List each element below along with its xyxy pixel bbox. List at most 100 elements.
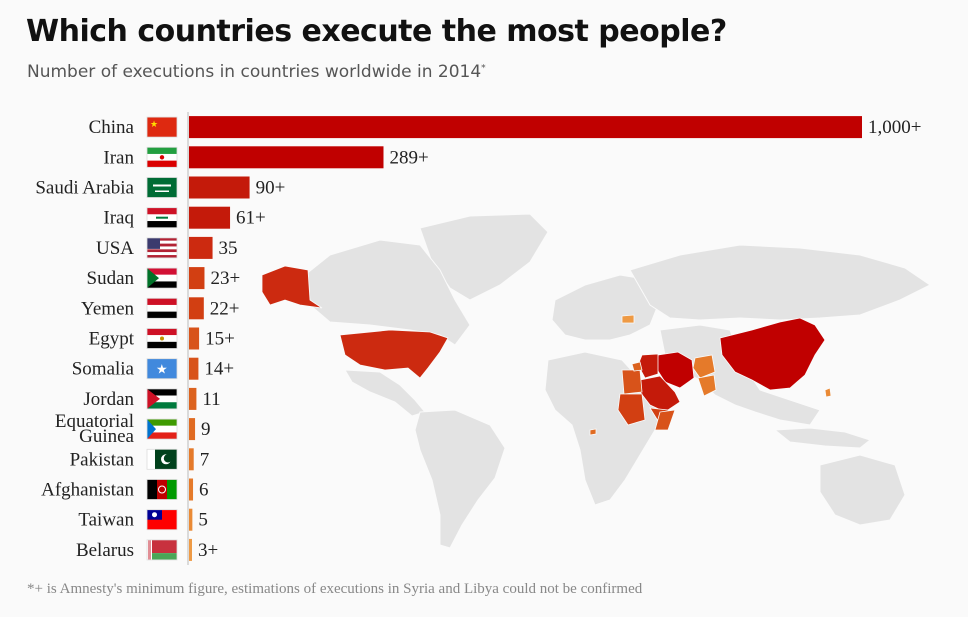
- bar-row: Yemen 22+: [81, 297, 240, 320]
- somalia-flag: ★: [146, 358, 178, 380]
- world-map: [304, 213, 931, 549]
- category-label: Pakistan: [70, 449, 135, 470]
- map-south-america: [414, 409, 506, 549]
- egypt-flag: [146, 328, 178, 349]
- map-usa: [339, 329, 449, 379]
- bar-row: Somalia ★ 14+: [72, 357, 234, 380]
- chart-subtitle: Number of executions in countries worldw…: [27, 62, 486, 82]
- bar: [189, 297, 204, 320]
- value-label: 11: [202, 389, 220, 410]
- map-jordan: [631, 361, 643, 372]
- map-equatorial-guinea: [589, 428, 597, 436]
- svg-text:★: ★: [150, 119, 158, 129]
- bar: [189, 146, 384, 169]
- taiwan-flag: [146, 509, 178, 531]
- bar: [189, 236, 213, 259]
- bar: [189, 478, 194, 501]
- bar: [189, 418, 196, 441]
- map-central-america: [344, 369, 426, 417]
- value-label: 9: [201, 419, 211, 440]
- value-label: 35: [219, 238, 238, 259]
- value-label: 15+: [205, 329, 235, 350]
- bar: [189, 357, 199, 380]
- value-label: 90+: [256, 178, 286, 199]
- bar: [189, 176, 250, 199]
- bar-row: Equatorial Guinea 9: [55, 411, 211, 447]
- map-belarus: [621, 314, 635, 324]
- map-australia: [819, 454, 906, 526]
- category-label: Equatorial Guinea: [55, 411, 135, 447]
- china-flag: ★: [146, 116, 178, 138]
- bar-row: Sudan 23+: [87, 267, 240, 290]
- value-label: 7: [200, 449, 210, 470]
- bar: [189, 508, 193, 531]
- jordan-flag: [146, 388, 178, 410]
- bar-row: Egypt 15+: [89, 327, 235, 350]
- value-label: 6: [199, 480, 209, 501]
- usa-flag: [146, 237, 178, 259]
- map-sudan: [617, 393, 646, 426]
- value-label: 61+: [236, 208, 266, 229]
- bar: [189, 116, 862, 139]
- equatorial-guinea-flag: [146, 418, 178, 440]
- bar-row: Belarus 3+: [76, 538, 218, 561]
- value-label: 3+: [198, 540, 218, 561]
- bar: [189, 267, 205, 290]
- svg-text:★: ★: [156, 362, 168, 377]
- bar-row: China ★ 1,000+: [89, 116, 921, 139]
- map-somalia: [654, 409, 676, 431]
- bar-row: Jordan 11: [83, 387, 221, 410]
- bar-row: Taiwan 5: [78, 508, 208, 531]
- bars-layer: China ★ 1,000+ Iran 289+ Saudi Arabia 90+ Iraq 6…: [35, 112, 921, 565]
- category-label: Saudi Arabia: [35, 178, 134, 199]
- map-russia: [629, 244, 931, 321]
- map-egypt: [621, 369, 643, 395]
- map-china: [719, 317, 826, 391]
- map-taiwan: [824, 387, 832, 398]
- category-label: Egypt: [89, 329, 135, 350]
- footnote: *+ is Amnesty's minimum figure, estimati…: [27, 581, 643, 597]
- category-label: China: [89, 117, 135, 138]
- yemen-flag: [146, 297, 178, 319]
- bar: [189, 206, 231, 229]
- bar: [189, 387, 197, 410]
- bar: [189, 448, 194, 471]
- category-label: Iran: [103, 147, 134, 168]
- bar-row: Pakistan 7: [70, 448, 210, 471]
- map-highlights: [261, 265, 832, 436]
- map-afghanistan: [692, 354, 716, 379]
- category-label: Yemen: [81, 298, 134, 319]
- map-alaska: [261, 265, 323, 309]
- subtitle-text: Number of executions in countries worldw…: [27, 62, 482, 82]
- map-pakistan: [697, 374, 717, 397]
- bar-row: Afghanistan 6: [41, 478, 209, 501]
- category-label: Jordan: [83, 389, 134, 410]
- category-label: Iraq: [103, 208, 134, 229]
- bar-row: Iran 289+: [103, 146, 429, 169]
- iraq-flag: [146, 207, 178, 229]
- chart-title: Which countries execute the most people?: [26, 14, 727, 49]
- pakistan-flag: [146, 448, 178, 470]
- value-label: 23+: [210, 268, 240, 289]
- category-label: Somalia: [72, 359, 135, 380]
- belarus-flag: [146, 539, 178, 561]
- bar-row: USA 35: [96, 236, 238, 259]
- map-canada: [304, 239, 471, 346]
- saudi-arabia-flag: [146, 177, 178, 198]
- value-label: 5: [198, 510, 208, 531]
- value-label: 22+: [210, 298, 240, 319]
- bar-row: Saudi Arabia 90+: [35, 176, 286, 199]
- category-label: Taiwan: [78, 510, 134, 531]
- map-europe: [551, 274, 661, 341]
- iran-flag: [146, 146, 178, 168]
- bar: [189, 327, 200, 350]
- bar: [189, 538, 192, 561]
- afghanistan-flag: [146, 479, 178, 500]
- value-label: 14+: [204, 359, 234, 380]
- category-label: Afghanistan: [41, 480, 134, 501]
- subtitle-footnote-mark: *: [481, 63, 486, 74]
- category-label: USA: [96, 238, 134, 259]
- sudan-flag: [146, 267, 178, 289]
- value-label: 1,000+: [868, 117, 921, 138]
